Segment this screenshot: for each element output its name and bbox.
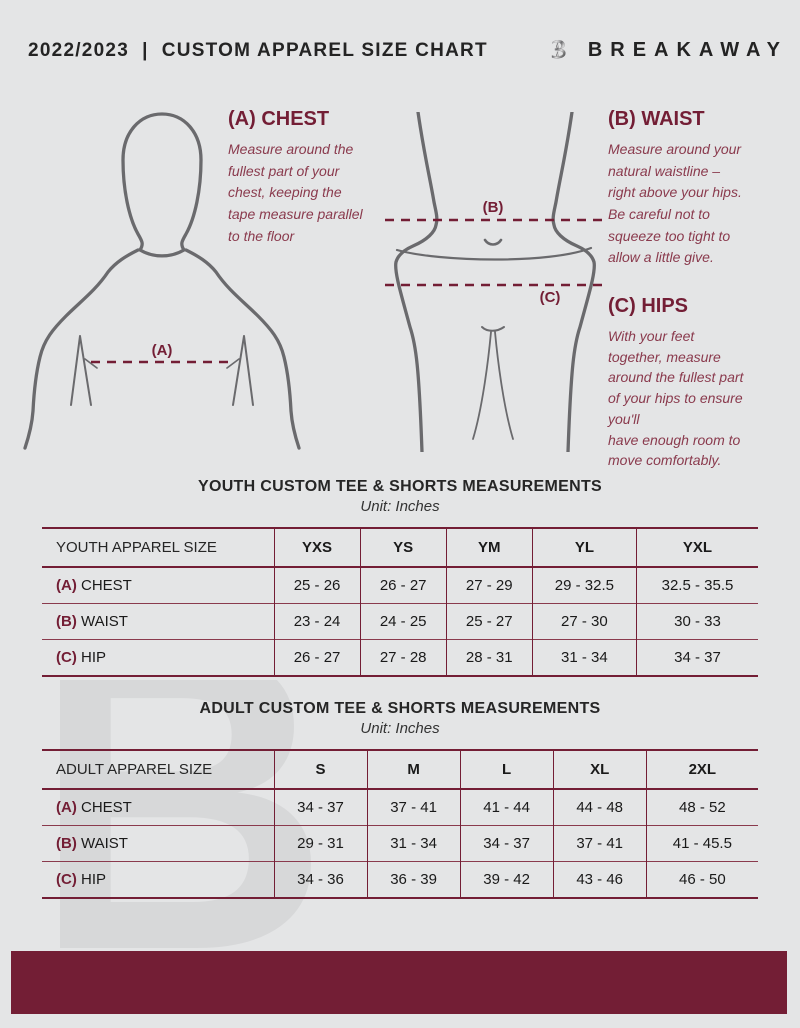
svg-text:(B): (B) <box>483 199 504 216</box>
svg-text:(A): (A) <box>152 342 173 359</box>
svg-text:(C): (C) <box>540 289 561 306</box>
